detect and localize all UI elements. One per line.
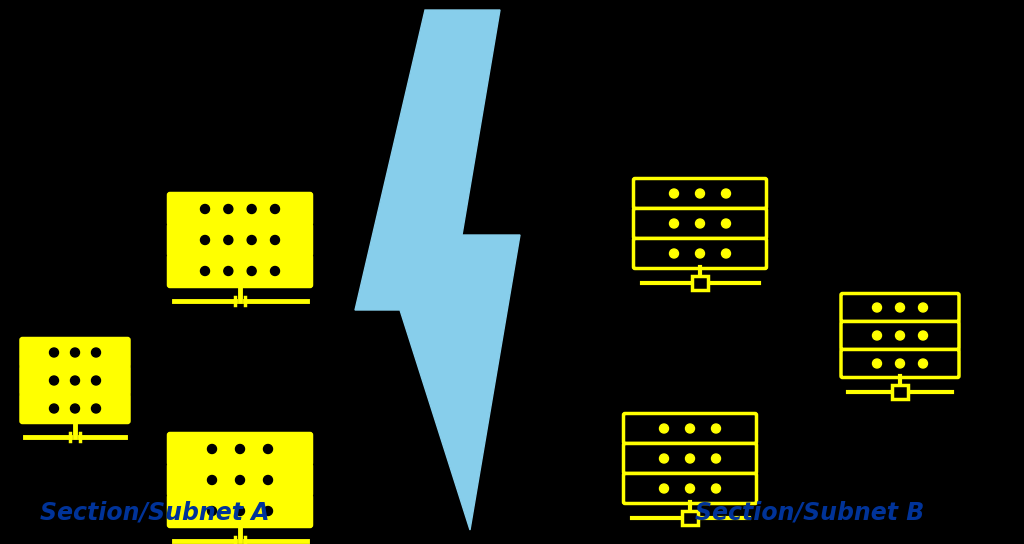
Circle shape: [224, 236, 232, 244]
Circle shape: [91, 376, 100, 385]
FancyBboxPatch shape: [634, 238, 767, 269]
Circle shape: [712, 424, 721, 433]
Circle shape: [263, 444, 272, 454]
FancyBboxPatch shape: [841, 349, 959, 378]
Bar: [692, 276, 708, 290]
Circle shape: [201, 205, 210, 213]
FancyBboxPatch shape: [624, 413, 757, 443]
Circle shape: [670, 189, 679, 198]
Circle shape: [685, 454, 694, 463]
Circle shape: [236, 444, 245, 454]
Circle shape: [247, 236, 256, 244]
Polygon shape: [355, 10, 520, 530]
Circle shape: [49, 348, 58, 357]
Circle shape: [659, 424, 669, 433]
FancyBboxPatch shape: [22, 394, 129, 423]
Circle shape: [685, 424, 694, 433]
Circle shape: [236, 475, 245, 485]
Circle shape: [919, 331, 928, 340]
Circle shape: [670, 219, 679, 228]
Circle shape: [896, 331, 904, 340]
Circle shape: [247, 267, 256, 275]
Circle shape: [872, 359, 882, 368]
FancyBboxPatch shape: [22, 338, 129, 367]
Circle shape: [659, 484, 669, 493]
FancyBboxPatch shape: [169, 194, 311, 225]
Circle shape: [722, 189, 730, 198]
FancyBboxPatch shape: [841, 322, 959, 349]
Circle shape: [896, 303, 904, 312]
Circle shape: [685, 484, 694, 493]
Circle shape: [71, 404, 80, 413]
Text: Section/Subnet B: Section/Subnet B: [695, 500, 925, 524]
Circle shape: [91, 348, 100, 357]
Circle shape: [270, 236, 280, 244]
Circle shape: [236, 506, 245, 516]
FancyBboxPatch shape: [841, 294, 959, 322]
Circle shape: [49, 404, 58, 413]
Circle shape: [722, 249, 730, 258]
Circle shape: [872, 331, 882, 340]
FancyBboxPatch shape: [169, 434, 311, 465]
Circle shape: [270, 205, 280, 213]
Circle shape: [872, 303, 882, 312]
Circle shape: [722, 219, 730, 228]
FancyBboxPatch shape: [634, 178, 767, 208]
Circle shape: [71, 376, 80, 385]
FancyBboxPatch shape: [169, 256, 311, 287]
Circle shape: [71, 348, 80, 357]
Circle shape: [712, 484, 721, 493]
Circle shape: [91, 404, 100, 413]
Circle shape: [270, 267, 280, 275]
Circle shape: [695, 249, 705, 258]
Bar: [892, 385, 908, 399]
Text: Section/Subnet A: Section/Subnet A: [40, 500, 269, 524]
Circle shape: [208, 475, 216, 485]
Circle shape: [919, 359, 928, 368]
Circle shape: [201, 267, 210, 275]
Circle shape: [919, 303, 928, 312]
Circle shape: [695, 219, 705, 228]
Circle shape: [263, 506, 272, 516]
Circle shape: [201, 236, 210, 244]
Circle shape: [224, 267, 232, 275]
Circle shape: [659, 454, 669, 463]
Circle shape: [670, 249, 679, 258]
FancyBboxPatch shape: [169, 225, 311, 256]
Circle shape: [263, 475, 272, 485]
Circle shape: [695, 189, 705, 198]
Circle shape: [247, 205, 256, 213]
Bar: [682, 511, 698, 525]
FancyBboxPatch shape: [22, 367, 129, 394]
FancyBboxPatch shape: [169, 465, 311, 496]
Circle shape: [712, 454, 721, 463]
FancyBboxPatch shape: [624, 473, 757, 504]
FancyBboxPatch shape: [634, 208, 767, 238]
Circle shape: [208, 444, 216, 454]
Circle shape: [896, 359, 904, 368]
FancyBboxPatch shape: [169, 496, 311, 527]
Circle shape: [224, 205, 232, 213]
Circle shape: [208, 506, 216, 516]
Circle shape: [49, 376, 58, 385]
FancyBboxPatch shape: [624, 443, 757, 473]
